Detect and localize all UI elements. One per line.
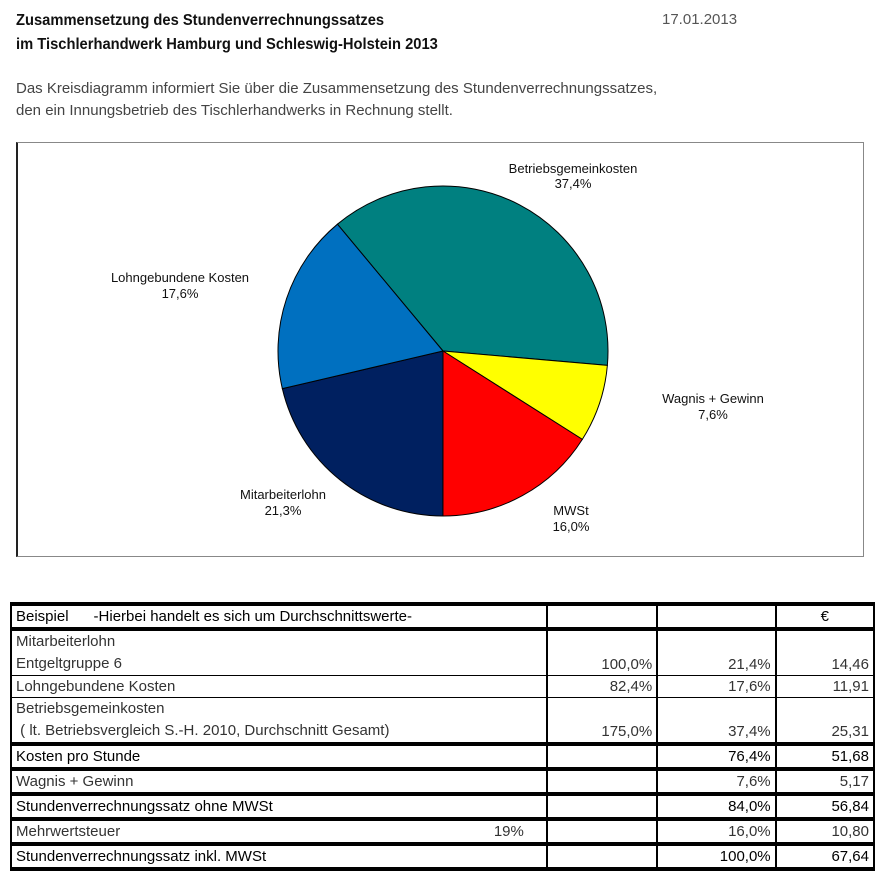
table-row: Lohngebundene Kosten 82,4% 17,6% 11,91 [10,675,876,698]
row-col4: 25,31 [774,697,876,746]
pie-value-label: 21,3% [265,503,302,518]
pie-label: MWSt [553,503,589,518]
row-label: Mehrwertsteuer 19% [10,819,548,846]
row-label: Kosten pro Stunde [10,744,548,771]
header-currency: € [774,602,876,631]
title-line-2: im Tischlerhandwerk Hamburg und Schleswi… [16,36,438,53]
row-label: Betriebsgemeinkosten ( lt. Betriebsvergl… [10,697,548,746]
row-col2: 100,0% [545,629,659,676]
row-col4: 10,80 [774,819,876,846]
row-col4: 56,84 [774,794,876,821]
date-label: 17.01.2013 [662,11,738,28]
table-row-subtotal: Kosten pro Stunde 76,4% 51,68 [10,744,876,771]
row-label: Stundenverrechnungssatz ohne MWSt [10,794,548,821]
header-col2 [545,602,659,631]
pie-chart: Betriebsgemeinkosten 37,4% Wagnis + Gewinn… [16,142,864,557]
pie-label: Lohngebundene Kosten [111,270,249,285]
table-row: Mehrwertsteuer 19% 16,0% 10,80 [10,819,876,846]
pie-label: Mitarbeiterlohn [240,487,326,502]
row-col2: 82,4% [545,675,659,698]
title-line-1: Zusammensetzung des Stundenverrechnungss… [16,12,385,29]
table-row: Wagnis + Gewinn 7,6% 5,17 [10,769,876,796]
pie-value-label: 7,6% [698,407,728,422]
row-col2 [545,819,659,846]
pie-value-label: 16,0% [553,519,590,534]
row-col3: 21,4% [656,629,777,676]
pie-slice-mwst [442,350,584,517]
row-col4: 11,91 [774,675,876,698]
pie-slice-lohngebundene-kosten [277,223,444,390]
row-col4: 51,68 [774,744,876,771]
row-col3: 37,4% [656,697,777,746]
row-col3: 84,0% [656,794,777,821]
table-row-total: Stundenverrechnungssatz inkl. MWSt 100,0… [10,844,876,871]
row-label: Stundenverrechnungssatz inkl. MWSt [10,844,548,871]
page-title: Zusammensetzung des Stundenverrechnungss… [16,9,438,57]
pie-slice-mitarbeiterlohn [281,350,444,517]
row-label: Wagnis + Gewinn [10,769,548,796]
row-col4: 5,17 [774,769,876,796]
pie-label: Betriebsgemeinkosten [509,161,638,176]
row-label: Mitarbeiterlohn Entgeltgruppe 6 [10,629,548,676]
row-col2: 175,0% [545,697,659,746]
row-col3: 16,0% [656,819,777,846]
vat-rate: 19% [493,823,524,840]
row-col2 [545,744,659,771]
table-row-subtotal: Stundenverrechnungssatz ohne MWSt 84,0% … [10,794,876,821]
row-col4: 67,64 [774,844,876,871]
cost-table: Beispiel -Hierbei handelt es sich um Dur… [10,602,876,871]
row-col4: 14,46 [774,629,876,676]
intro-line-1: Das Kreisdiagramm informiert Sie über di… [16,80,658,97]
header-label: Beispiel -Hierbei handelt es sich um Dur… [10,602,548,631]
table-row: Mitarbeiterlohn Entgeltgruppe 6 100,0% 21… [10,629,876,676]
row-col3: 7,6% [656,769,777,796]
row-col2 [545,794,659,821]
table-row: Betriebsgemeinkosten ( lt. Betriebsvergl… [10,697,876,746]
pie-value-label: 37,4% [555,176,592,191]
intro-text: Das Kreisdiagramm informiert Sie über di… [16,78,657,122]
row-col3: 100,0% [656,844,777,871]
pie-value-label: 17,6% [162,286,199,301]
row-col3: 76,4% [656,744,777,771]
row-col3: 17,6% [656,675,777,698]
row-label: Lohngebundene Kosten [10,675,548,698]
intro-line-2: den ein Innungsbetrieb des Tischlerhandw… [16,102,453,119]
row-col2 [545,844,659,871]
pie-slice-betriebsgemeinkosten [336,185,609,366]
table-header-row: Beispiel -Hierbei handelt es sich um Dur… [10,602,876,631]
row-col2 [545,769,659,796]
header-col3 [656,602,777,631]
pie-label: Wagnis + Gewinn [662,391,764,406]
